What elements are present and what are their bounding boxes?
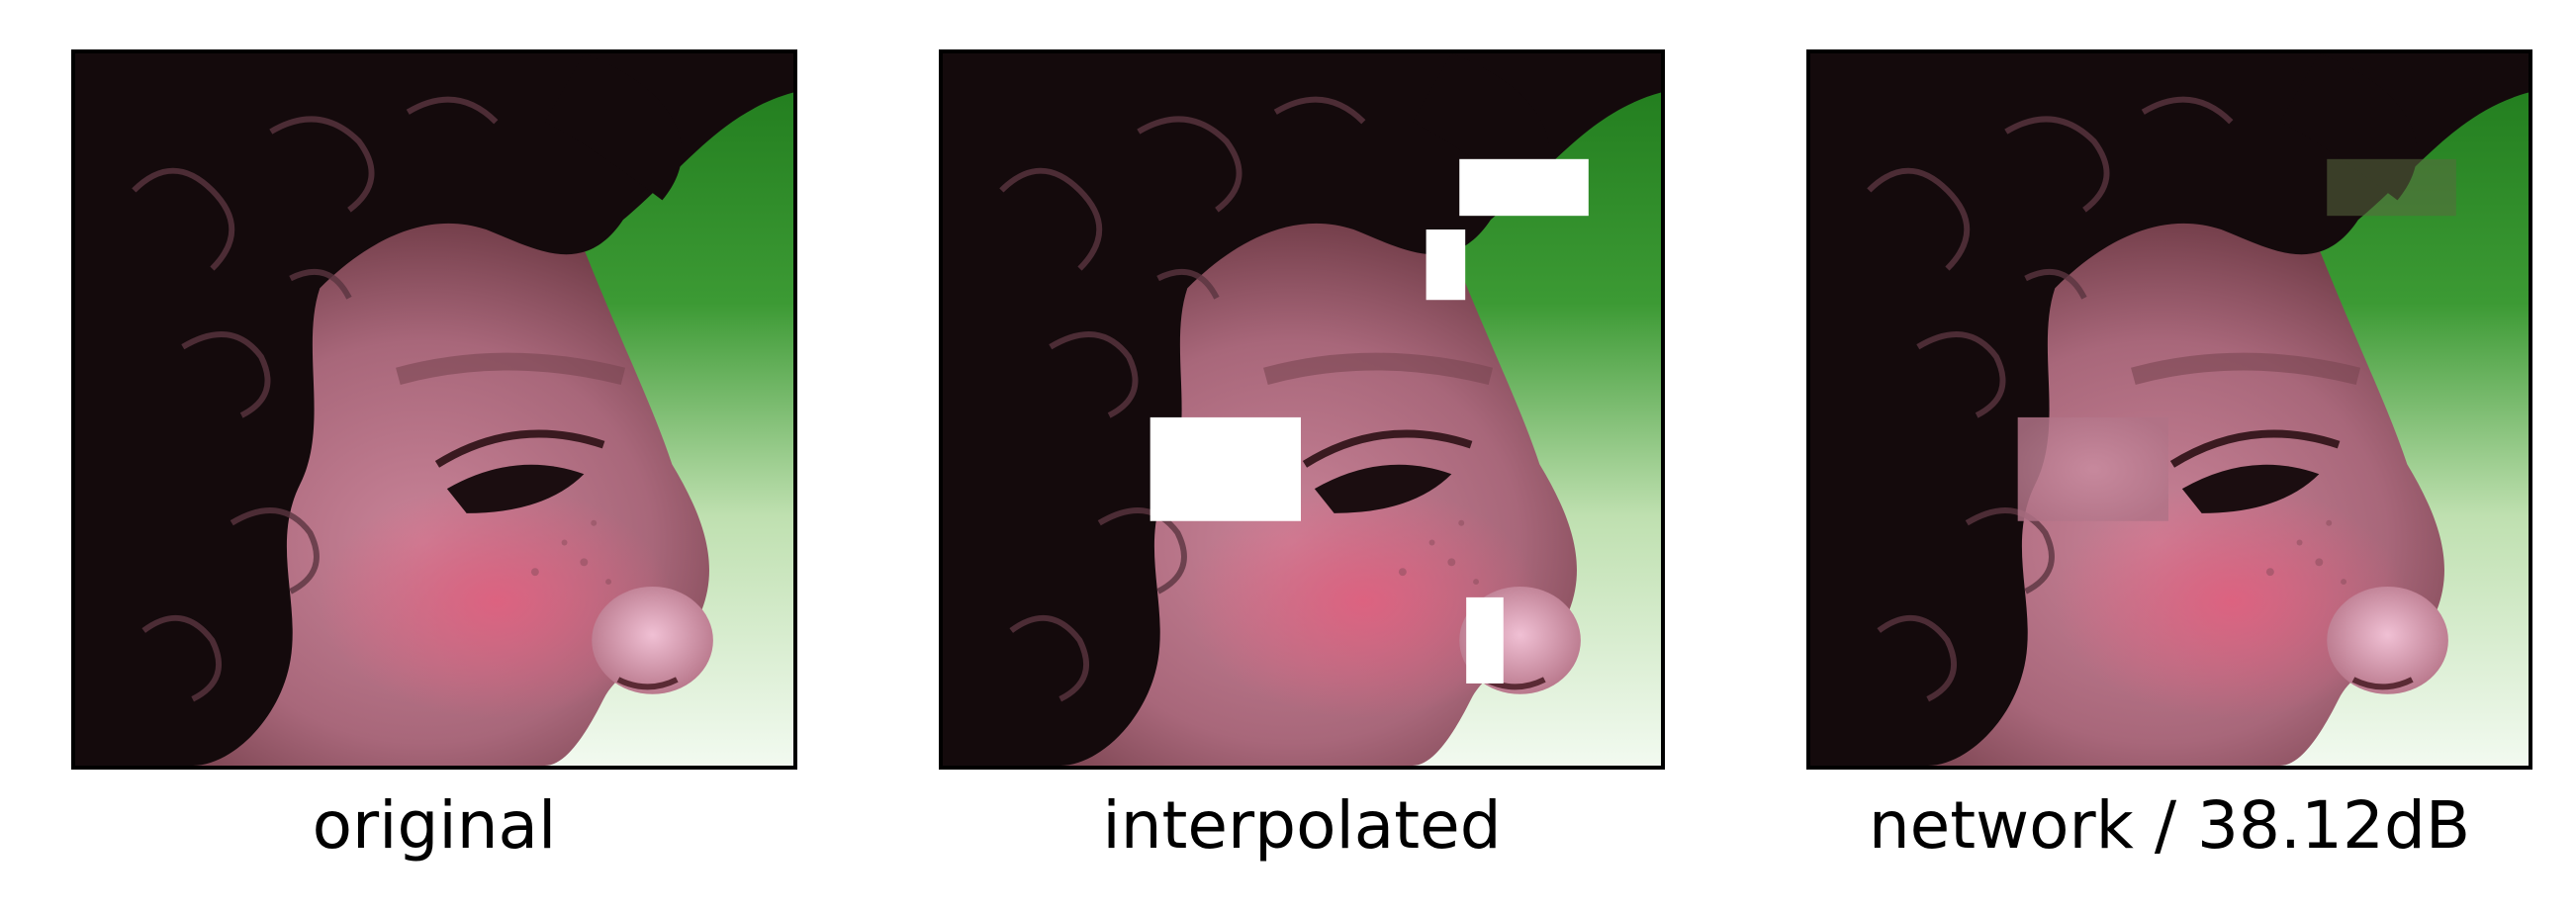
interpolated-image <box>943 53 1661 766</box>
network-image-panel <box>1806 49 2532 770</box>
network-image <box>1810 53 2529 766</box>
inpainted-region <box>2018 417 2168 521</box>
caption-interpolated: interpolated <box>939 786 1665 866</box>
caption-network: network / 38.12dB <box>1806 786 2532 866</box>
missing-region-mask <box>1426 229 1466 300</box>
missing-region-mask <box>1466 597 1504 684</box>
missing-region-mask <box>1150 417 1301 521</box>
caption-original: original <box>71 786 797 866</box>
original-image-panel <box>71 49 797 770</box>
original-image <box>75 53 793 766</box>
missing-region-mask <box>1459 159 1589 216</box>
interpolated-image-panel <box>939 49 1665 770</box>
inpainted-region <box>2327 159 2456 216</box>
